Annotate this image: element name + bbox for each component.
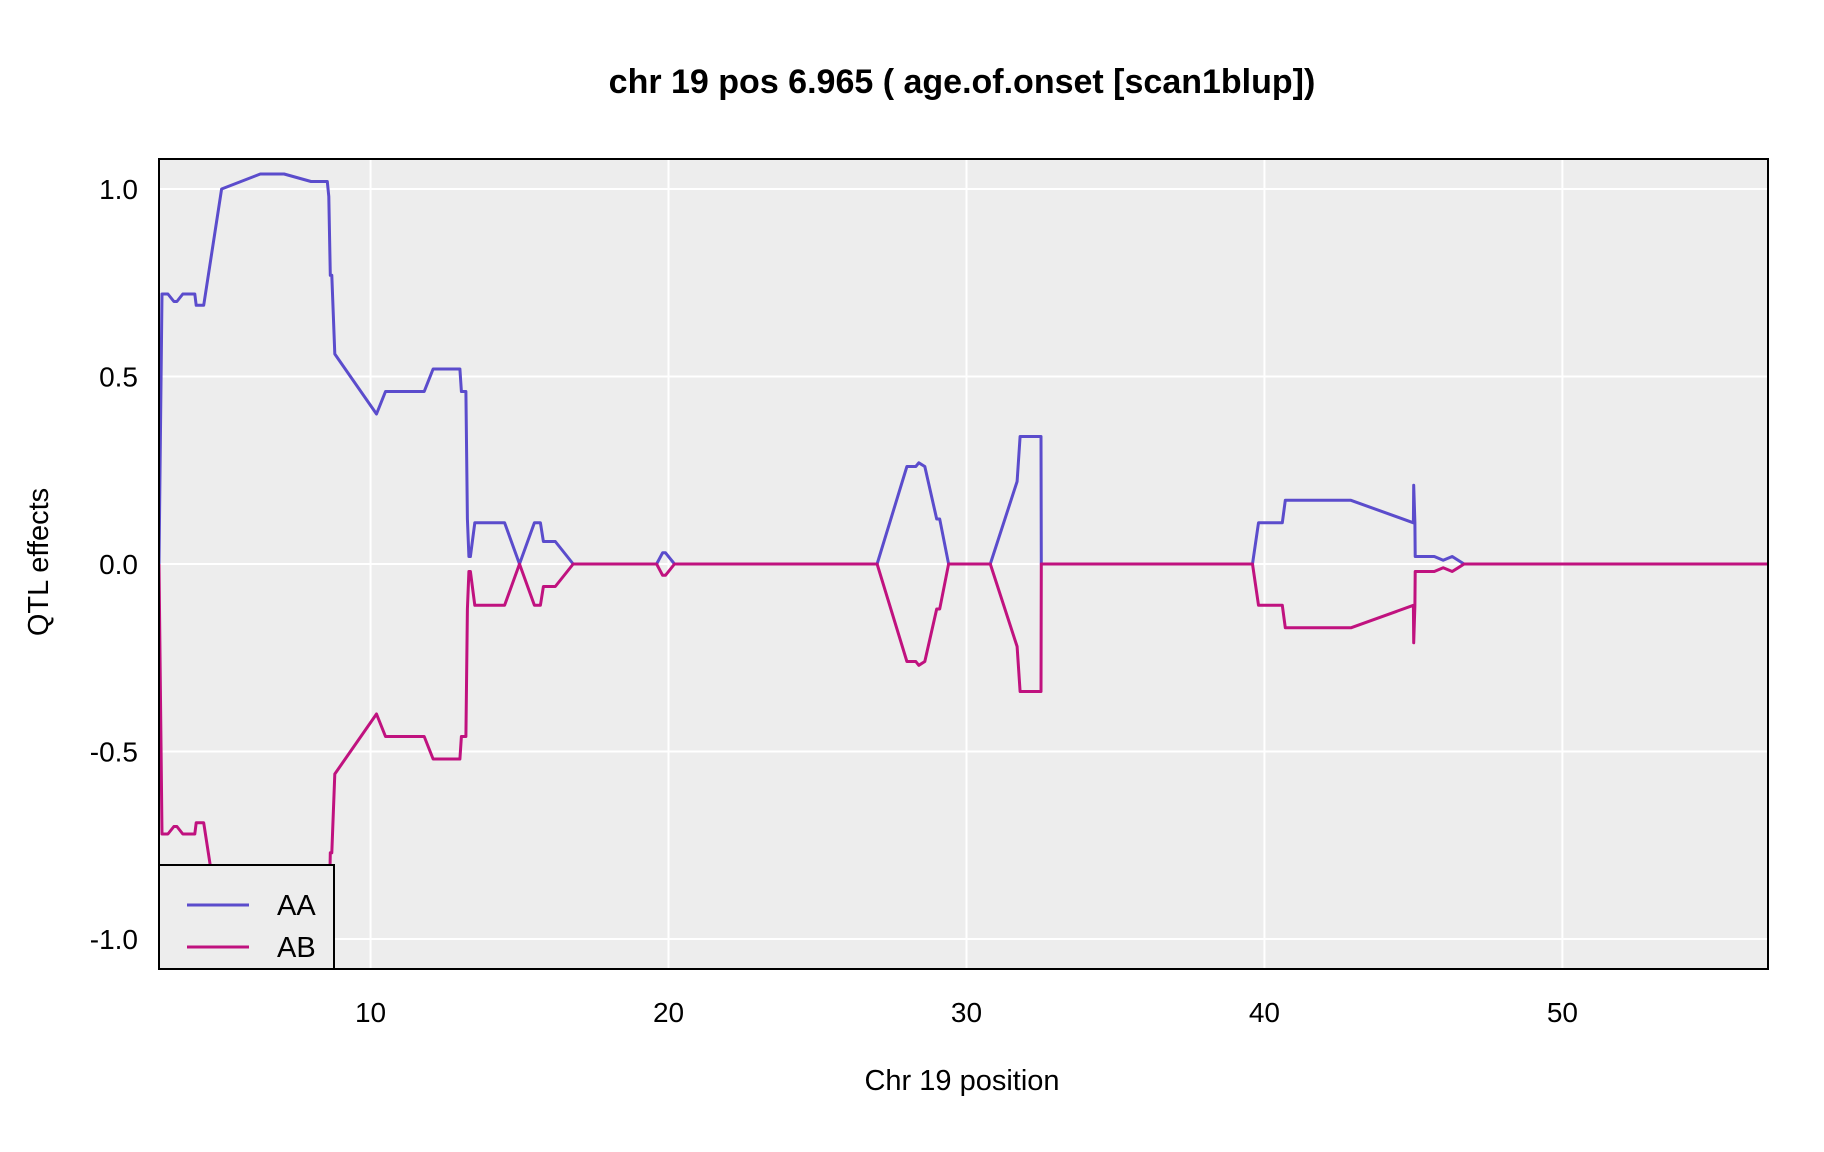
y-tick-label: -1.0 [90,924,138,955]
x-tick-label: 30 [951,997,982,1028]
plot-border [158,158,1769,970]
y-tick-label: 1.0 [99,174,138,205]
x-tick-label: 10 [355,997,386,1028]
x-tick-label: 50 [1547,997,1578,1028]
legend-label-aa: AA [277,890,316,922]
x-tick-label: 20 [653,997,684,1028]
y-axis-label: QTL effects [23,488,55,636]
y-tick-label: 0.0 [99,549,138,580]
y-tick-label: 0.5 [99,362,138,393]
legend: AA AB [158,864,335,970]
y-tick-labels: 1.0 0.5 0.0 -0.5 -1.0 [90,174,138,955]
legend-label-ab: AB [277,932,316,964]
y-tick-label: -0.5 [90,737,138,768]
x-axis-label: Chr 19 position [864,1065,1059,1097]
chart-title: chr 19 pos 6.965 ( age.of.onset [scan1bl… [609,63,1316,101]
x-tick-labels: 10 20 30 40 50 [355,997,1578,1028]
x-tick-label: 40 [1249,997,1280,1028]
legend-box [158,864,335,970]
